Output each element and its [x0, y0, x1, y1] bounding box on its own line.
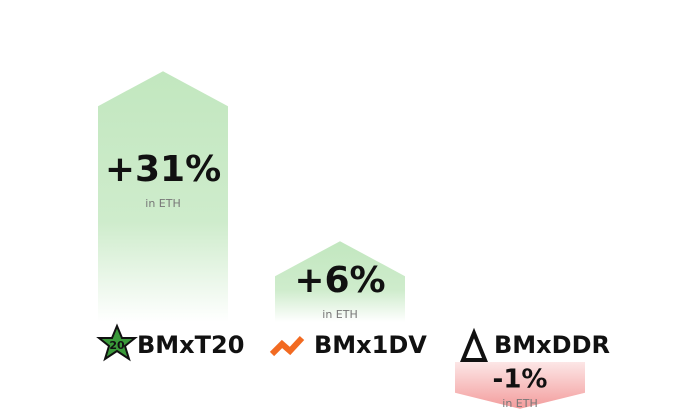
value-label: +6% — [294, 260, 385, 301]
badge: 20 — [109, 339, 125, 352]
unit-label: in ETH — [322, 308, 357, 321]
star-icon: 20 — [96, 323, 138, 362]
delta-icon — [460, 327, 488, 362]
arrow-up — [275, 241, 405, 322]
category-label: BMxT20 — [137, 331, 244, 359]
value-label: -1% — [493, 365, 548, 395]
category-label: BMx1DV — [314, 331, 427, 359]
unit-label: in ETH — [502, 397, 537, 410]
zigzag-icon — [269, 335, 305, 357]
arrow-up — [98, 71, 228, 322]
unit-label: in ETH — [145, 197, 180, 210]
arrow-down — [455, 362, 585, 409]
category-label: BMxDDR — [494, 331, 610, 359]
value-label: +31% — [105, 149, 221, 190]
